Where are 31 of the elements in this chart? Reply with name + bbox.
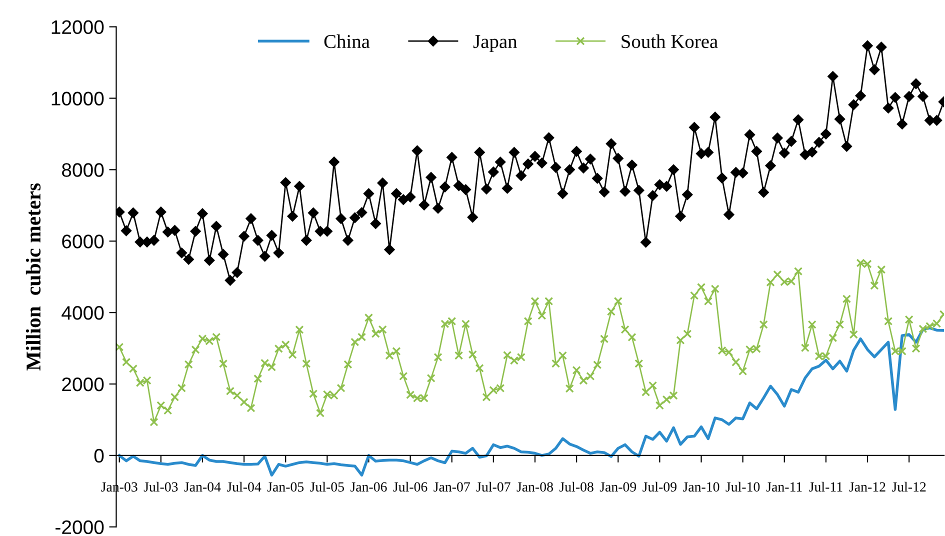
x-tick-label: Jan-04 — [184, 482, 221, 492]
x-tick-label: Jul-10 — [726, 482, 760, 492]
x-tick-label: Jul-09 — [642, 482, 676, 492]
x-tick-label: Jan-05 — [267, 482, 304, 492]
y-tick-label: 10000 — [52, 92, 104, 106]
y-tick-label: 0 — [94, 448, 104, 463]
x-tick-label: Jan-06 — [350, 482, 387, 492]
y-tick-label: 6000 — [62, 234, 104, 248]
x-tick-label: Jan-10 — [683, 482, 720, 492]
y-tick-label: 4000 — [62, 306, 104, 320]
y-axis-title: Million cubic meters — [26, 183, 41, 371]
x-tick-label: Jan-11 — [766, 482, 802, 492]
y-tick-label: 8000 — [62, 163, 104, 177]
x-tick-label: Jul-06 — [393, 482, 428, 492]
legend-label: China — [324, 34, 370, 48]
y-tick-label: 2000 — [62, 377, 104, 392]
x-tick-label: Jan-12 — [849, 482, 886, 492]
x-tick-label: Jan-08 — [516, 482, 553, 492]
x-tick-label: Jan-09 — [600, 482, 636, 492]
x-tick-label: Jan-07 — [434, 482, 470, 492]
x-tick-label: Jul-08 — [559, 482, 594, 492]
x-tick-label: Jul-11 — [809, 482, 842, 492]
legend-label: South Korea — [622, 34, 718, 48]
legend-label: Japan — [473, 35, 518, 52]
y-tick-label: 12000 — [52, 20, 104, 34]
y-tick-label: -2000 — [56, 520, 104, 534]
x-tick-label: Jul-03 — [144, 482, 178, 492]
x-tick-label: Jul-12 — [892, 482, 926, 492]
x-tick-label: Jul-04 — [226, 482, 262, 492]
x-tick-label: Jul-07 — [476, 482, 510, 492]
x-tick-label: Jul-05 — [310, 482, 344, 492]
